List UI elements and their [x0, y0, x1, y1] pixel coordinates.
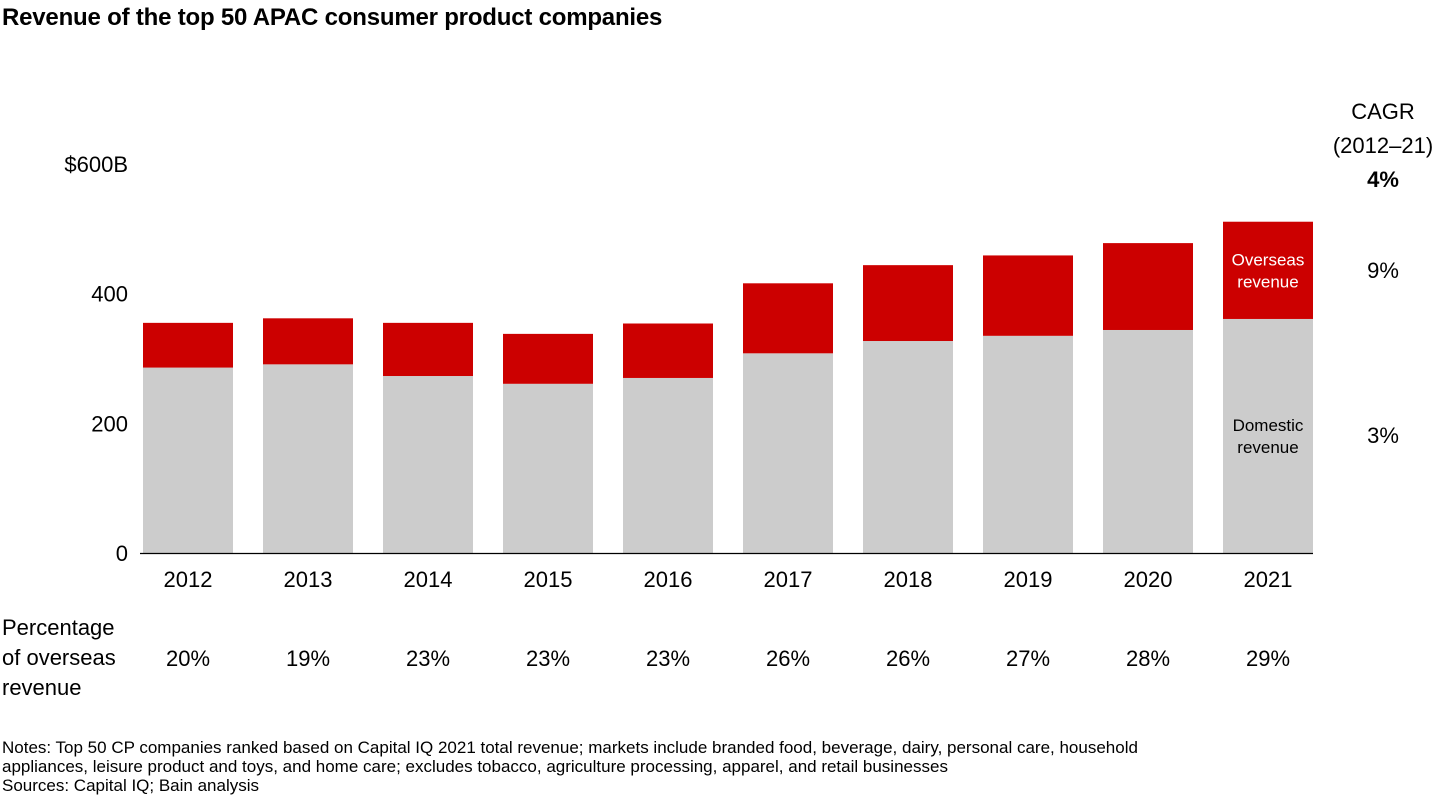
- y-tick-label-200: 200: [91, 411, 128, 436]
- overseas-revenue-label-line1: Overseas: [1232, 250, 1305, 269]
- x-tick-label-2020: 2020: [1124, 567, 1173, 592]
- bar-domestic-2012: [143, 367, 233, 553]
- x-tick-label-2018: 2018: [884, 567, 933, 592]
- overseas-percentage-2015: 23%: [526, 646, 570, 671]
- x-tick-label-2015: 2015: [524, 567, 573, 592]
- bar-overseas-2014: [383, 322, 473, 377]
- x-tick-label-2014: 2014: [404, 567, 453, 592]
- y-tick-label-400: 400: [91, 282, 128, 307]
- bar-overseas-2019: [983, 255, 1073, 336]
- bar-domestic-2016: [623, 377, 713, 553]
- overseas-percentage-2014: 23%: [406, 646, 450, 671]
- x-tick-label-2019: 2019: [1004, 567, 1053, 592]
- bar-overseas-2021: [1223, 221, 1313, 319]
- bar-domestic-2021: [1223, 318, 1313, 553]
- bar-domestic-2015: [503, 383, 593, 553]
- y-tick-label-0: 0: [116, 541, 128, 566]
- bar-domestic-2019: [983, 335, 1073, 553]
- notes-line-1: Notes: Top 50 CP companies ranked based …: [2, 738, 1138, 757]
- overseas-revenue-label-line2: revenue: [1237, 272, 1298, 291]
- overseas-percentage-2021: 29%: [1246, 646, 1290, 671]
- overseas-percentage-row-label-line3: revenue: [2, 675, 82, 700]
- chart-notes: Notes: Top 50 CP companies ranked based …: [2, 738, 1422, 795]
- bar-overseas-2017: [743, 283, 833, 354]
- x-tick-label-2013: 2013: [284, 567, 333, 592]
- bar-overseas-2013: [263, 318, 353, 365]
- cagr-header-line2: (2012–21): [1333, 133, 1433, 158]
- bar-domestic-2013: [263, 364, 353, 553]
- stacked-bar-chart: 2012 20% 2013 19% 2014 23% 2015 23% 2016 23% 2017 2…: [2, 99, 1433, 700]
- bar-domestic-2014: [383, 376, 473, 553]
- chart-title: Revenue of the top 50 APAC consumer prod…: [2, 4, 663, 31]
- cagr-total-value: 4%: [1367, 167, 1399, 192]
- bar-overseas-2016: [623, 323, 713, 378]
- bar-overseas-2018: [863, 265, 953, 342]
- overseas-percentage-2018: 26%: [886, 646, 930, 671]
- bar-overseas-2015: [503, 333, 593, 384]
- overseas-percentage-2016: 23%: [646, 646, 690, 671]
- sources-line: Sources: Capital IQ; Bain analysis: [2, 776, 260, 795]
- overseas-percentage-row-label-line1: Percentage: [2, 615, 115, 640]
- y-tick-label-600: $600B: [64, 152, 128, 177]
- domestic-revenue-label-line1: Domestic: [1233, 416, 1304, 435]
- domestic-revenue-label-line2: revenue: [1237, 438, 1298, 457]
- overseas-percentage-2020: 28%: [1126, 646, 1170, 671]
- notes-line-2: appliances, leisure product and toys, an…: [2, 757, 948, 776]
- bar-overseas-2020: [1103, 243, 1193, 330]
- bar-overseas-2012: [143, 322, 233, 368]
- bar-domestic-2020: [1103, 329, 1193, 553]
- overseas-percentage-2012: 20%: [166, 646, 210, 671]
- overseas-percentage-2017: 26%: [766, 646, 810, 671]
- x-tick-label-2016: 2016: [644, 567, 693, 592]
- bar-domestic-2018: [863, 341, 953, 553]
- cagr-domestic-value: 3%: [1367, 423, 1399, 448]
- overseas-percentage-2013: 19%: [286, 646, 330, 671]
- cagr-header-line1: CAGR: [1351, 99, 1415, 124]
- x-tick-label-2012: 2012: [164, 567, 213, 592]
- cagr-overseas-value: 9%: [1367, 258, 1399, 283]
- x-tick-label-2021: 2021: [1244, 567, 1293, 592]
- overseas-percentage-row-label-line2: of overseas: [2, 645, 116, 670]
- x-tick-label-2017: 2017: [764, 567, 813, 592]
- overseas-percentage-2019: 27%: [1006, 646, 1050, 671]
- bar-domestic-2017: [743, 353, 833, 553]
